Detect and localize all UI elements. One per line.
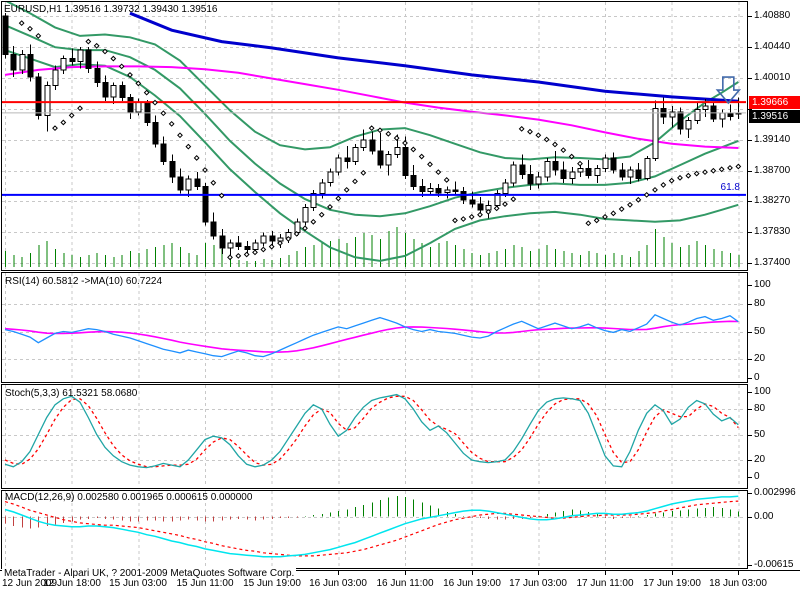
macd-scale-label: 0.00: [754, 511, 774, 522]
ask-price-badge: 1.39666: [749, 96, 800, 109]
parabolic-sar-dots: [18, 20, 742, 261]
price-scale-label: 1.38700: [754, 165, 791, 176]
main-price-panel[interactable]: [2, 0, 746, 267]
macd-signal-line: [4, 500, 739, 557]
price-scale-label: 1.40010: [754, 72, 791, 83]
time-axis-label: 12 Jun 2009: [2, 578, 58, 589]
ma-magenta-line: [4, 65, 739, 149]
stoch-scale-label: 20: [754, 454, 766, 465]
price-scale-label: 1.37830: [754, 226, 791, 237]
ma-blue-line: [129, 11, 739, 103]
scale-ticks: [5, 16, 752, 575]
time-axis-label: 15 Jun 11:00: [176, 578, 234, 589]
time-axis-label: 17 Jun 19:00: [643, 578, 701, 589]
time-axis-label: 16 Jun 19:00: [443, 578, 501, 589]
grid: [2, 2, 746, 567]
stoch-signal-line: [4, 395, 739, 468]
macd-indicator-label: MACD(12,26,9) 0.002580 0.001965 0.000615…: [5, 492, 253, 503]
stoch-main-line: [4, 393, 739, 469]
stoch-scale-label: 0: [754, 471, 760, 482]
price-scale-label: 1.40880: [754, 10, 791, 21]
time-axis-label: 12 Jun 18:00: [43, 578, 101, 589]
time-axis-label: 17 Jun 03:00: [509, 578, 567, 589]
symbol-title: EURUSD,H1 1.39516 1.39732 1.39430 1.3951…: [4, 4, 218, 15]
volume-bars: [5, 227, 740, 267]
rsi-scale-label: 80: [754, 298, 766, 309]
time-axis-label: 15 Jun 03:00: [109, 578, 167, 589]
price-scale-label: 1.40440: [754, 41, 791, 52]
rsi-indicator-label: RSI(14) 60.5812 ->MA(10) 60.7224: [5, 276, 163, 287]
time-axis-label: 18 Jun 03:00: [709, 578, 767, 589]
candlesticks: [2, 13, 742, 256]
rsi-scale-label: 50: [754, 326, 766, 337]
price-scale-label: 1.37400: [754, 257, 791, 268]
rsi-scale-label: 0: [754, 372, 760, 383]
rsi-scale-label: 100: [754, 279, 771, 290]
time-axis-label: 16 Jun 11:00: [376, 578, 434, 589]
stoch-indicator-label: Stoch(5,3,3) 61.5321 58.0680: [5, 388, 138, 399]
time-axis-label: 17 Jun 11:00: [576, 578, 634, 589]
macd-main-line: [4, 495, 739, 558]
stoch-scale-label: 100: [754, 386, 771, 397]
bid-price-badge: 1.39516: [749, 110, 800, 123]
time-axis-label: 16 Jun 03:00: [309, 578, 367, 589]
band-upper-line: [5, 2, 739, 161]
stoch-scale-label: 50: [754, 429, 766, 440]
rsi-line: [4, 314, 739, 358]
band-lower-line: [4, 49, 739, 262]
stoch-scale-label: 80: [754, 403, 766, 414]
rsi-scale-label: 20: [754, 353, 766, 364]
time-axis-label: 15 Jun 19:00: [243, 578, 301, 589]
band-middle-line: [4, 24, 739, 218]
copyright-text: MetaTrader - Alpari UK, ? 2001-2009 Meta…: [2, 568, 297, 580]
price-scale-label: 1.38270: [754, 195, 791, 206]
sell-signal-down-arrow-icon[interactable]: [715, 76, 742, 105]
macd-scale-label: 0.002996: [754, 487, 796, 498]
fibonacci-61.8-label: 61.8: [720, 182, 740, 193]
price-scale-label: 1.39140: [754, 134, 791, 145]
macd-scale-label: -0.00615: [754, 559, 794, 570]
rsi-ma-line: [4, 320, 739, 353]
